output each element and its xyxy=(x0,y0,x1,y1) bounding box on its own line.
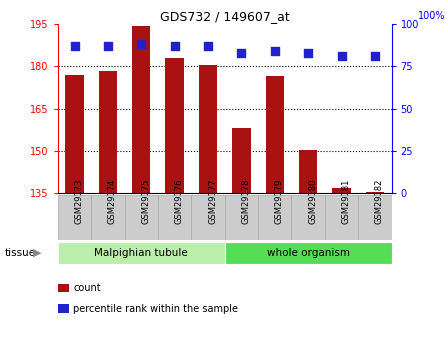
Bar xyxy=(299,149,317,193)
Point xyxy=(71,43,78,49)
Point xyxy=(171,43,178,49)
Text: percentile rank within the sample: percentile rank within the sample xyxy=(73,304,239,314)
Y-axis label: 100%: 100% xyxy=(418,11,445,21)
Bar xyxy=(258,195,291,240)
Text: tissue: tissue xyxy=(4,248,36,258)
Bar xyxy=(199,65,217,193)
Bar xyxy=(65,75,84,193)
Bar xyxy=(225,241,392,264)
Bar xyxy=(125,195,158,240)
Text: GSM29182: GSM29182 xyxy=(375,179,384,224)
Bar xyxy=(291,195,325,240)
Text: GSM29178: GSM29178 xyxy=(241,179,251,224)
Point xyxy=(271,48,279,54)
Bar xyxy=(266,76,284,193)
Bar xyxy=(366,192,384,193)
Bar xyxy=(225,195,258,240)
Text: Malpighian tubule: Malpighian tubule xyxy=(94,248,188,258)
Point xyxy=(205,43,212,49)
Bar xyxy=(358,195,392,240)
Point xyxy=(105,43,112,49)
Point xyxy=(238,50,245,56)
Bar xyxy=(166,58,184,193)
Text: ▶: ▶ xyxy=(33,248,42,258)
Text: GSM29175: GSM29175 xyxy=(142,179,150,224)
Bar xyxy=(332,188,351,193)
Text: GSM29173: GSM29173 xyxy=(75,179,84,224)
Text: GSM29181: GSM29181 xyxy=(342,179,351,224)
Bar xyxy=(191,195,225,240)
Text: whole organism: whole organism xyxy=(267,248,350,258)
Text: GSM29179: GSM29179 xyxy=(275,179,284,224)
Text: GSM29176: GSM29176 xyxy=(174,179,184,224)
Bar xyxy=(91,195,125,240)
Point xyxy=(305,50,312,56)
Bar xyxy=(325,195,358,240)
Bar xyxy=(132,26,150,193)
Point xyxy=(372,53,379,59)
Title: GDS732 / 149607_at: GDS732 / 149607_at xyxy=(160,10,290,23)
Bar xyxy=(158,195,191,240)
Bar xyxy=(58,241,225,264)
Text: GSM29177: GSM29177 xyxy=(208,179,217,224)
Text: count: count xyxy=(73,283,101,293)
Text: GSM29174: GSM29174 xyxy=(108,179,117,224)
Bar xyxy=(58,195,91,240)
Bar xyxy=(99,71,117,193)
Text: GSM29180: GSM29180 xyxy=(308,179,317,224)
Point xyxy=(338,53,345,59)
Point xyxy=(138,42,145,47)
Bar xyxy=(232,128,251,193)
